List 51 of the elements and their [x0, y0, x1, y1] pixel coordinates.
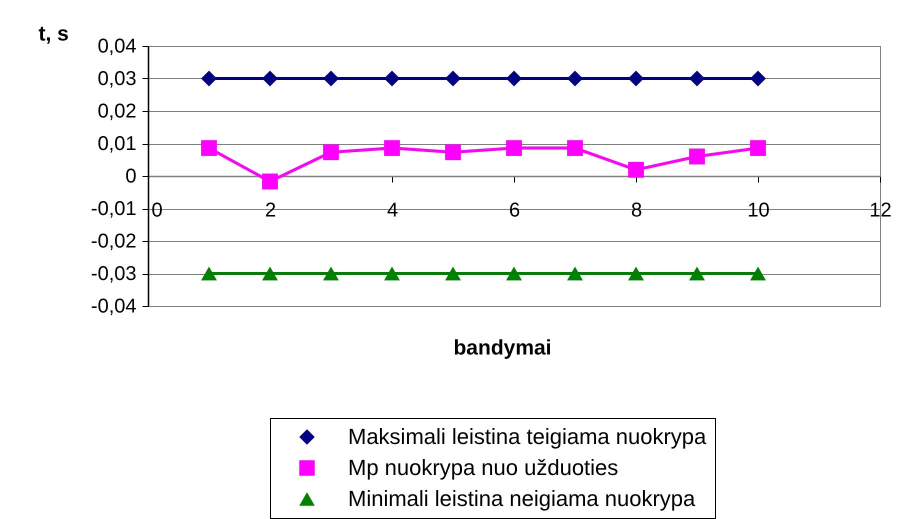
point — [750, 266, 766, 280]
y-tick-label: 0,01 — [98, 133, 136, 155]
x-tick-label: 8 — [630, 200, 642, 222]
point — [201, 140, 217, 156]
point — [201, 266, 217, 280]
x-tick-label: 2 — [264, 200, 276, 222]
point — [506, 70, 522, 86]
point — [384, 140, 400, 156]
point — [445, 266, 461, 280]
point — [567, 70, 583, 86]
point — [750, 70, 766, 86]
point — [689, 148, 705, 164]
point — [506, 140, 522, 156]
y-axis-title: t, s — [38, 22, 69, 46]
point — [689, 266, 705, 280]
x-tick-label: 10 — [747, 200, 770, 222]
point — [262, 174, 278, 190]
point — [750, 140, 766, 156]
point — [445, 70, 461, 86]
point — [628, 70, 644, 86]
y-tick-label: -0,02 — [90, 230, 136, 252]
point — [262, 70, 278, 86]
x-tick-label: 6 — [508, 200, 520, 222]
x-tick-label: 0 — [152, 200, 163, 222]
point — [201, 70, 217, 86]
point — [323, 70, 339, 86]
y-tick-label: 0 — [125, 166, 136, 188]
x-tick-label: 4 — [386, 200, 398, 222]
legend-label: Minimali leistina neigiama nuokrypa — [348, 486, 696, 511]
point — [323, 144, 339, 160]
point — [323, 266, 339, 280]
y-tick-label: 0,04 — [98, 36, 136, 58]
legend-label: Mp nuokrypa nuo užduoties — [348, 455, 618, 480]
y-tick-label: 0,03 — [98, 68, 136, 90]
point — [628, 162, 644, 178]
point — [384, 266, 400, 280]
point — [567, 266, 583, 280]
point — [445, 144, 461, 160]
x-tick-label: 12 — [869, 200, 892, 222]
point — [689, 70, 705, 86]
y-tick-label: -0,03 — [90, 263, 136, 285]
y-tick-label: -0,01 — [90, 198, 136, 220]
y-tick-label: 0,02 — [98, 100, 136, 122]
point — [262, 266, 278, 280]
y-tick-label: -0,04 — [90, 296, 136, 318]
point — [506, 266, 522, 280]
point — [628, 266, 644, 280]
point — [567, 140, 583, 156]
point — [384, 70, 400, 86]
legend-label: Maksimali leistina teigiama nuokrypa — [348, 424, 708, 449]
x-axis-title: bandymai — [453, 336, 552, 360]
